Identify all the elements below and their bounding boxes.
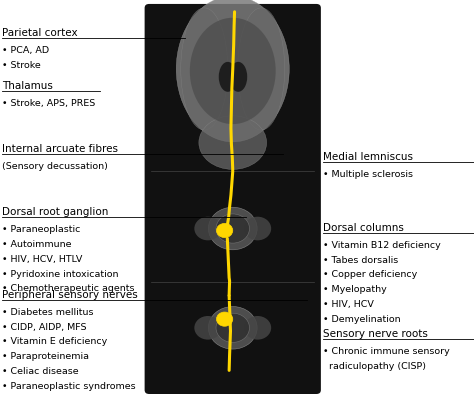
Text: • Pyridoxine intoxication: • Pyridoxine intoxication: [2, 269, 119, 279]
Text: • Autoimmune: • Autoimmune: [2, 240, 72, 249]
Text: • HIV, HCV, HTLV: • HIV, HCV, HTLV: [2, 255, 82, 264]
Text: • Multiple sclerosis: • Multiple sclerosis: [323, 170, 413, 179]
Ellipse shape: [176, 0, 289, 142]
Ellipse shape: [199, 116, 267, 169]
Ellipse shape: [181, 8, 228, 130]
Text: Peripheral sensory nerves: Peripheral sensory nerves: [2, 290, 138, 299]
Text: • Celiac disease: • Celiac disease: [2, 367, 79, 376]
Text: • Vitamin B12 deficiency: • Vitamin B12 deficiency: [323, 241, 441, 250]
Ellipse shape: [190, 18, 276, 124]
Text: • Tabes dorsalis: • Tabes dorsalis: [323, 256, 398, 265]
Text: • CIDP, AIDP, MFS: • CIDP, AIDP, MFS: [2, 323, 87, 332]
Text: Parietal cortex: Parietal cortex: [2, 28, 78, 37]
Circle shape: [194, 217, 221, 240]
Text: Thalamus: Thalamus: [2, 81, 53, 91]
FancyBboxPatch shape: [145, 4, 321, 394]
Circle shape: [216, 313, 249, 342]
Text: • Paraneoplastic: • Paraneoplastic: [2, 225, 81, 234]
Text: • Vitamin E deficiency: • Vitamin E deficiency: [2, 338, 108, 346]
Text: (Sensory decussation): (Sensory decussation): [2, 162, 108, 171]
Text: • Diabetes mellitus: • Diabetes mellitus: [2, 308, 94, 317]
Circle shape: [216, 214, 249, 243]
Text: • Myelopathy: • Myelopathy: [323, 285, 387, 294]
Circle shape: [244, 217, 271, 240]
Text: Internal arcuate fibres: Internal arcuate fibres: [2, 144, 118, 154]
Text: • Demyelination: • Demyelination: [323, 315, 401, 324]
Text: • PCA, AD: • PCA, AD: [2, 46, 49, 55]
Circle shape: [244, 316, 271, 340]
Circle shape: [194, 316, 221, 340]
Text: • Paraproteinemia: • Paraproteinemia: [2, 352, 89, 361]
Circle shape: [209, 307, 257, 349]
Text: radiculopathy (CISP): radiculopathy (CISP): [323, 362, 426, 371]
Text: Medial lemniscus: Medial lemniscus: [323, 152, 413, 162]
Text: Dorsal root ganglion: Dorsal root ganglion: [2, 207, 109, 217]
Ellipse shape: [219, 62, 237, 92]
Circle shape: [217, 223, 233, 238]
Text: Dorsal columns: Dorsal columns: [323, 223, 404, 232]
Text: • HIV, HCV: • HIV, HCV: [323, 300, 374, 309]
Circle shape: [209, 207, 257, 250]
Ellipse shape: [238, 8, 285, 130]
Text: • Stroke, APS, PRES: • Stroke, APS, PRES: [2, 99, 95, 108]
Ellipse shape: [229, 62, 247, 92]
Text: • Stroke: • Stroke: [2, 61, 41, 70]
Text: • Chemotherapeutic agents: • Chemotherapeutic agents: [2, 284, 135, 293]
Circle shape: [217, 312, 233, 326]
Text: • Chronic immune sensory: • Chronic immune sensory: [323, 348, 450, 356]
Text: • Copper deficiency: • Copper deficiency: [323, 271, 418, 279]
Text: • Paraneoplastic syndromes: • Paraneoplastic syndromes: [2, 382, 136, 391]
Text: Sensory nerve roots: Sensory nerve roots: [323, 329, 428, 339]
